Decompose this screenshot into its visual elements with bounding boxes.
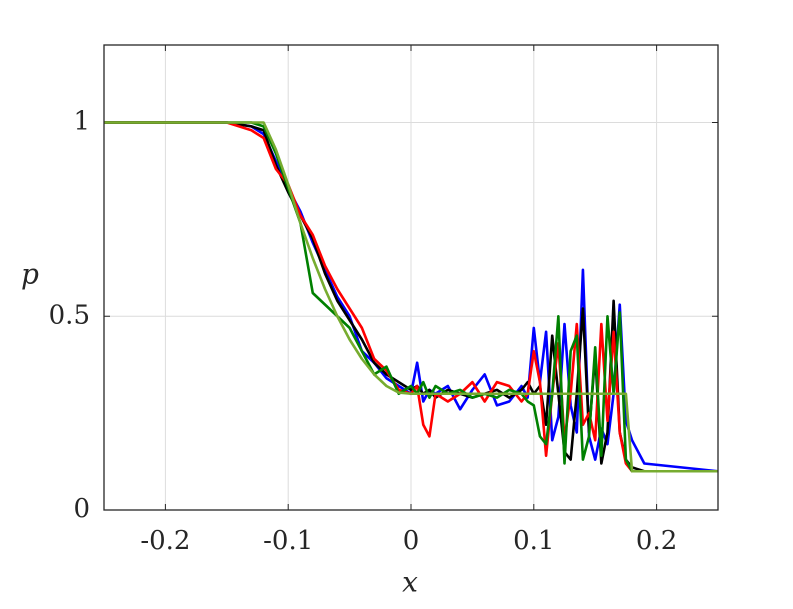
series-line <box>104 121 718 473</box>
x-tick-label: 0 <box>403 526 420 556</box>
y-axis-label: p <box>21 258 39 291</box>
y-tick-label: 1 <box>73 107 90 137</box>
x-tick-label: -0.2 <box>140 526 190 556</box>
plot-frame <box>103 44 719 511</box>
x-tick-label: 0.1 <box>513 526 554 556</box>
x-tick-label: -0.1 <box>263 526 313 556</box>
x-axis-label: x <box>402 566 418 599</box>
x-tick-label: 0.2 <box>636 526 677 556</box>
y-tick-label: 0.5 <box>49 300 90 330</box>
y-tick-label: 0 <box>73 494 90 524</box>
